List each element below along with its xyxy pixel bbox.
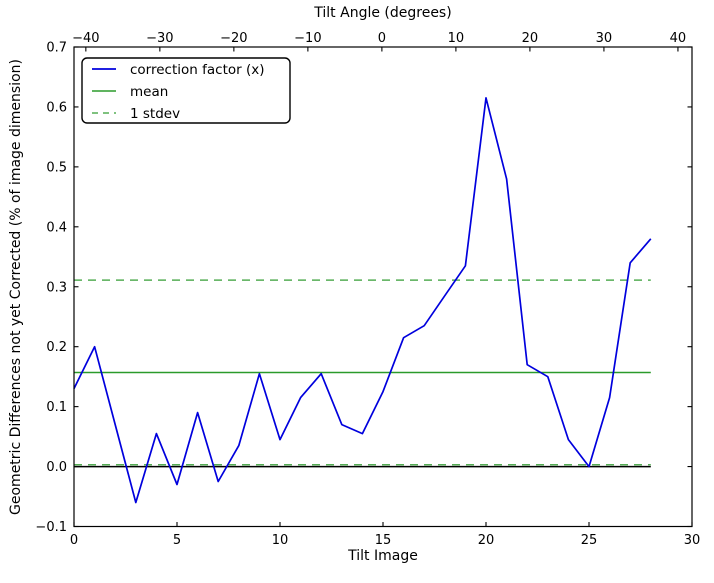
- y-tick-label: 0.0: [46, 460, 67, 475]
- legend-label-correction-factor: correction factor (x): [130, 62, 265, 78]
- x-tick-label: 25: [581, 533, 598, 548]
- top-x-tick-label: 20: [522, 31, 539, 46]
- y-tick-label: 0.1: [46, 400, 67, 415]
- y-tick-label: −0.1: [35, 520, 67, 535]
- top-x-tick-label: 0: [378, 31, 386, 46]
- top-x-tick-label: 40: [670, 31, 687, 46]
- top-axis-title: Tilt Angle (degrees): [313, 5, 451, 21]
- x-tick-label: 20: [478, 533, 495, 548]
- y-axis-title: Geometric Differences not yet Corrected …: [8, 59, 24, 515]
- top-x-tick-label: −40: [72, 31, 99, 46]
- top-x-tick-label: 30: [596, 31, 613, 46]
- correction-factor-series-line: [73, 97, 652, 504]
- legend-label-stdev: 1 stdev: [130, 106, 180, 122]
- y-tick-label: 0.5: [46, 160, 67, 175]
- legend: correction factor (x) mean 1 stdev: [81, 57, 291, 124]
- y-tick-label: 0.6: [46, 100, 67, 115]
- top-x-tick-label: −20: [220, 31, 247, 46]
- x-tick-label: 15: [375, 533, 392, 548]
- x-tick-label: 10: [272, 533, 289, 548]
- y-tick-label: 0.7: [46, 41, 67, 56]
- top-x-tick-label: −30: [146, 31, 173, 46]
- x-tick-label: 0: [70, 533, 78, 548]
- legend-box: [81, 57, 291, 124]
- ticks-layer: 0 5 10 15 20 25 30 −40 −30 −20 −10 0 10 20 30 40 −0.1 0.0…: [35, 31, 700, 548]
- y-tick-label: 0.4: [46, 220, 67, 235]
- x-tick-label: 5: [173, 533, 181, 548]
- legend-label-mean: mean: [130, 84, 168, 100]
- plot-lines-layer: [73, 97, 652, 504]
- bottom-axis-title: Tilt Image: [347, 548, 418, 564]
- top-x-tick-label: 10: [448, 31, 465, 46]
- y-tick-label: 0.2: [46, 340, 67, 355]
- top-x-tick-label: −10: [294, 31, 321, 46]
- y-tick-label: 0.3: [46, 280, 67, 295]
- x-tick-label: 30: [684, 533, 701, 548]
